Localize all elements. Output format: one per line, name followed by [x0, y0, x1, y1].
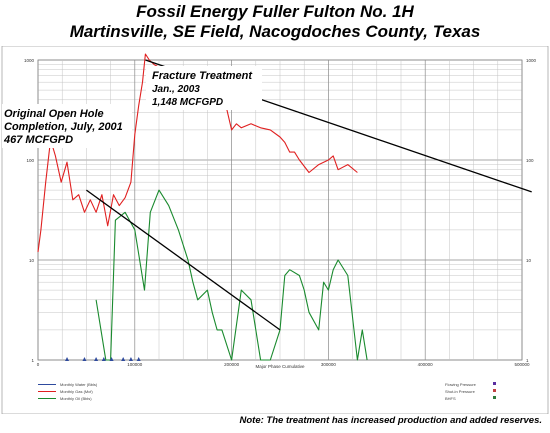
water-marker — [82, 357, 87, 361]
annotation-fracture-line1: Fracture Treatment — [152, 70, 253, 82]
annotation-fracture-line3: 1,148 MCFGPD — [152, 97, 223, 108]
water-marker — [136, 357, 141, 361]
y-tick-label-left: 100 — [26, 158, 34, 163]
legend-label: Monthly Oil (Bbls) — [60, 396, 92, 401]
y-tick-label-right: 1 — [526, 358, 529, 363]
water-marker — [128, 357, 133, 361]
x-tick-label: 200000 — [224, 362, 240, 367]
series-line-monthly-oil-bbls — [95, 189, 368, 361]
water-marker — [94, 357, 99, 361]
x-tick-label: 400000 — [418, 362, 434, 367]
y-tick-label-left: 1 — [31, 358, 34, 363]
x-tick-label: 0 — [37, 362, 40, 367]
grid-lines — [37, 59, 523, 361]
chart-title: Fossil Energy Fuller Fulton No. 1H — [136, 2, 414, 21]
annotation-fracture: Fracture Treatment Jan., 2003 1,148 MCFG… — [146, 66, 262, 110]
x-tick-label: 100000 — [127, 362, 143, 367]
y-tick-label-left: 1000 — [24, 58, 35, 63]
chart-subtitle: Martinsville, SE Field, Nacogdoches Coun… — [69, 22, 481, 41]
x-tick-label: 300000 — [321, 362, 337, 367]
y-tick-label-left: 10 — [29, 258, 35, 263]
legend-label: Flowing Pressure — [445, 382, 477, 387]
footnote: Note: The treatment has increased produc… — [239, 415, 543, 426]
legend: Monthly Water (Bbls) Monthly Gas (Mcf) Mon… — [38, 382, 496, 401]
legend-label: BHFS — [445, 396, 456, 401]
legend-label: Monthly Gas (Mcf) — [60, 389, 93, 394]
annotation-original-line3: 467 MCFGPD — [3, 134, 73, 146]
y-tick-label-right: 100 — [526, 158, 534, 163]
annotation-original: Original Open Hole Completion, July, 200… — [2, 104, 132, 148]
legend-swatch — [493, 389, 496, 392]
annotation-fracture-bg — [146, 66, 262, 110]
water-marker — [65, 357, 70, 361]
legend-swatch — [493, 396, 496, 399]
x-axis-label: Major Phase Cumulative — [255, 364, 305, 369]
annotation-original-line1: Original Open Hole — [4, 108, 104, 120]
annotation-fracture-line2: Jan., 2003 — [152, 84, 200, 95]
legend-label: Shut-in Pressure — [445, 389, 476, 394]
legend-label: Monthly Water (Bbls) — [60, 382, 98, 387]
water-markers — [65, 357, 141, 361]
water-marker — [101, 357, 106, 361]
water-marker — [109, 357, 114, 361]
x-tick-label: 500000 — [514, 362, 530, 367]
annotation-original-line2: Completion, July, 2001 — [4, 121, 123, 133]
annotation-original-bg — [2, 104, 132, 148]
y-tick-label-right: 1000 — [526, 58, 537, 63]
trendline-initial — [86, 189, 281, 331]
water-marker — [121, 357, 126, 361]
y-tick-label-right: 10 — [526, 258, 532, 263]
legend-swatch — [493, 382, 496, 385]
